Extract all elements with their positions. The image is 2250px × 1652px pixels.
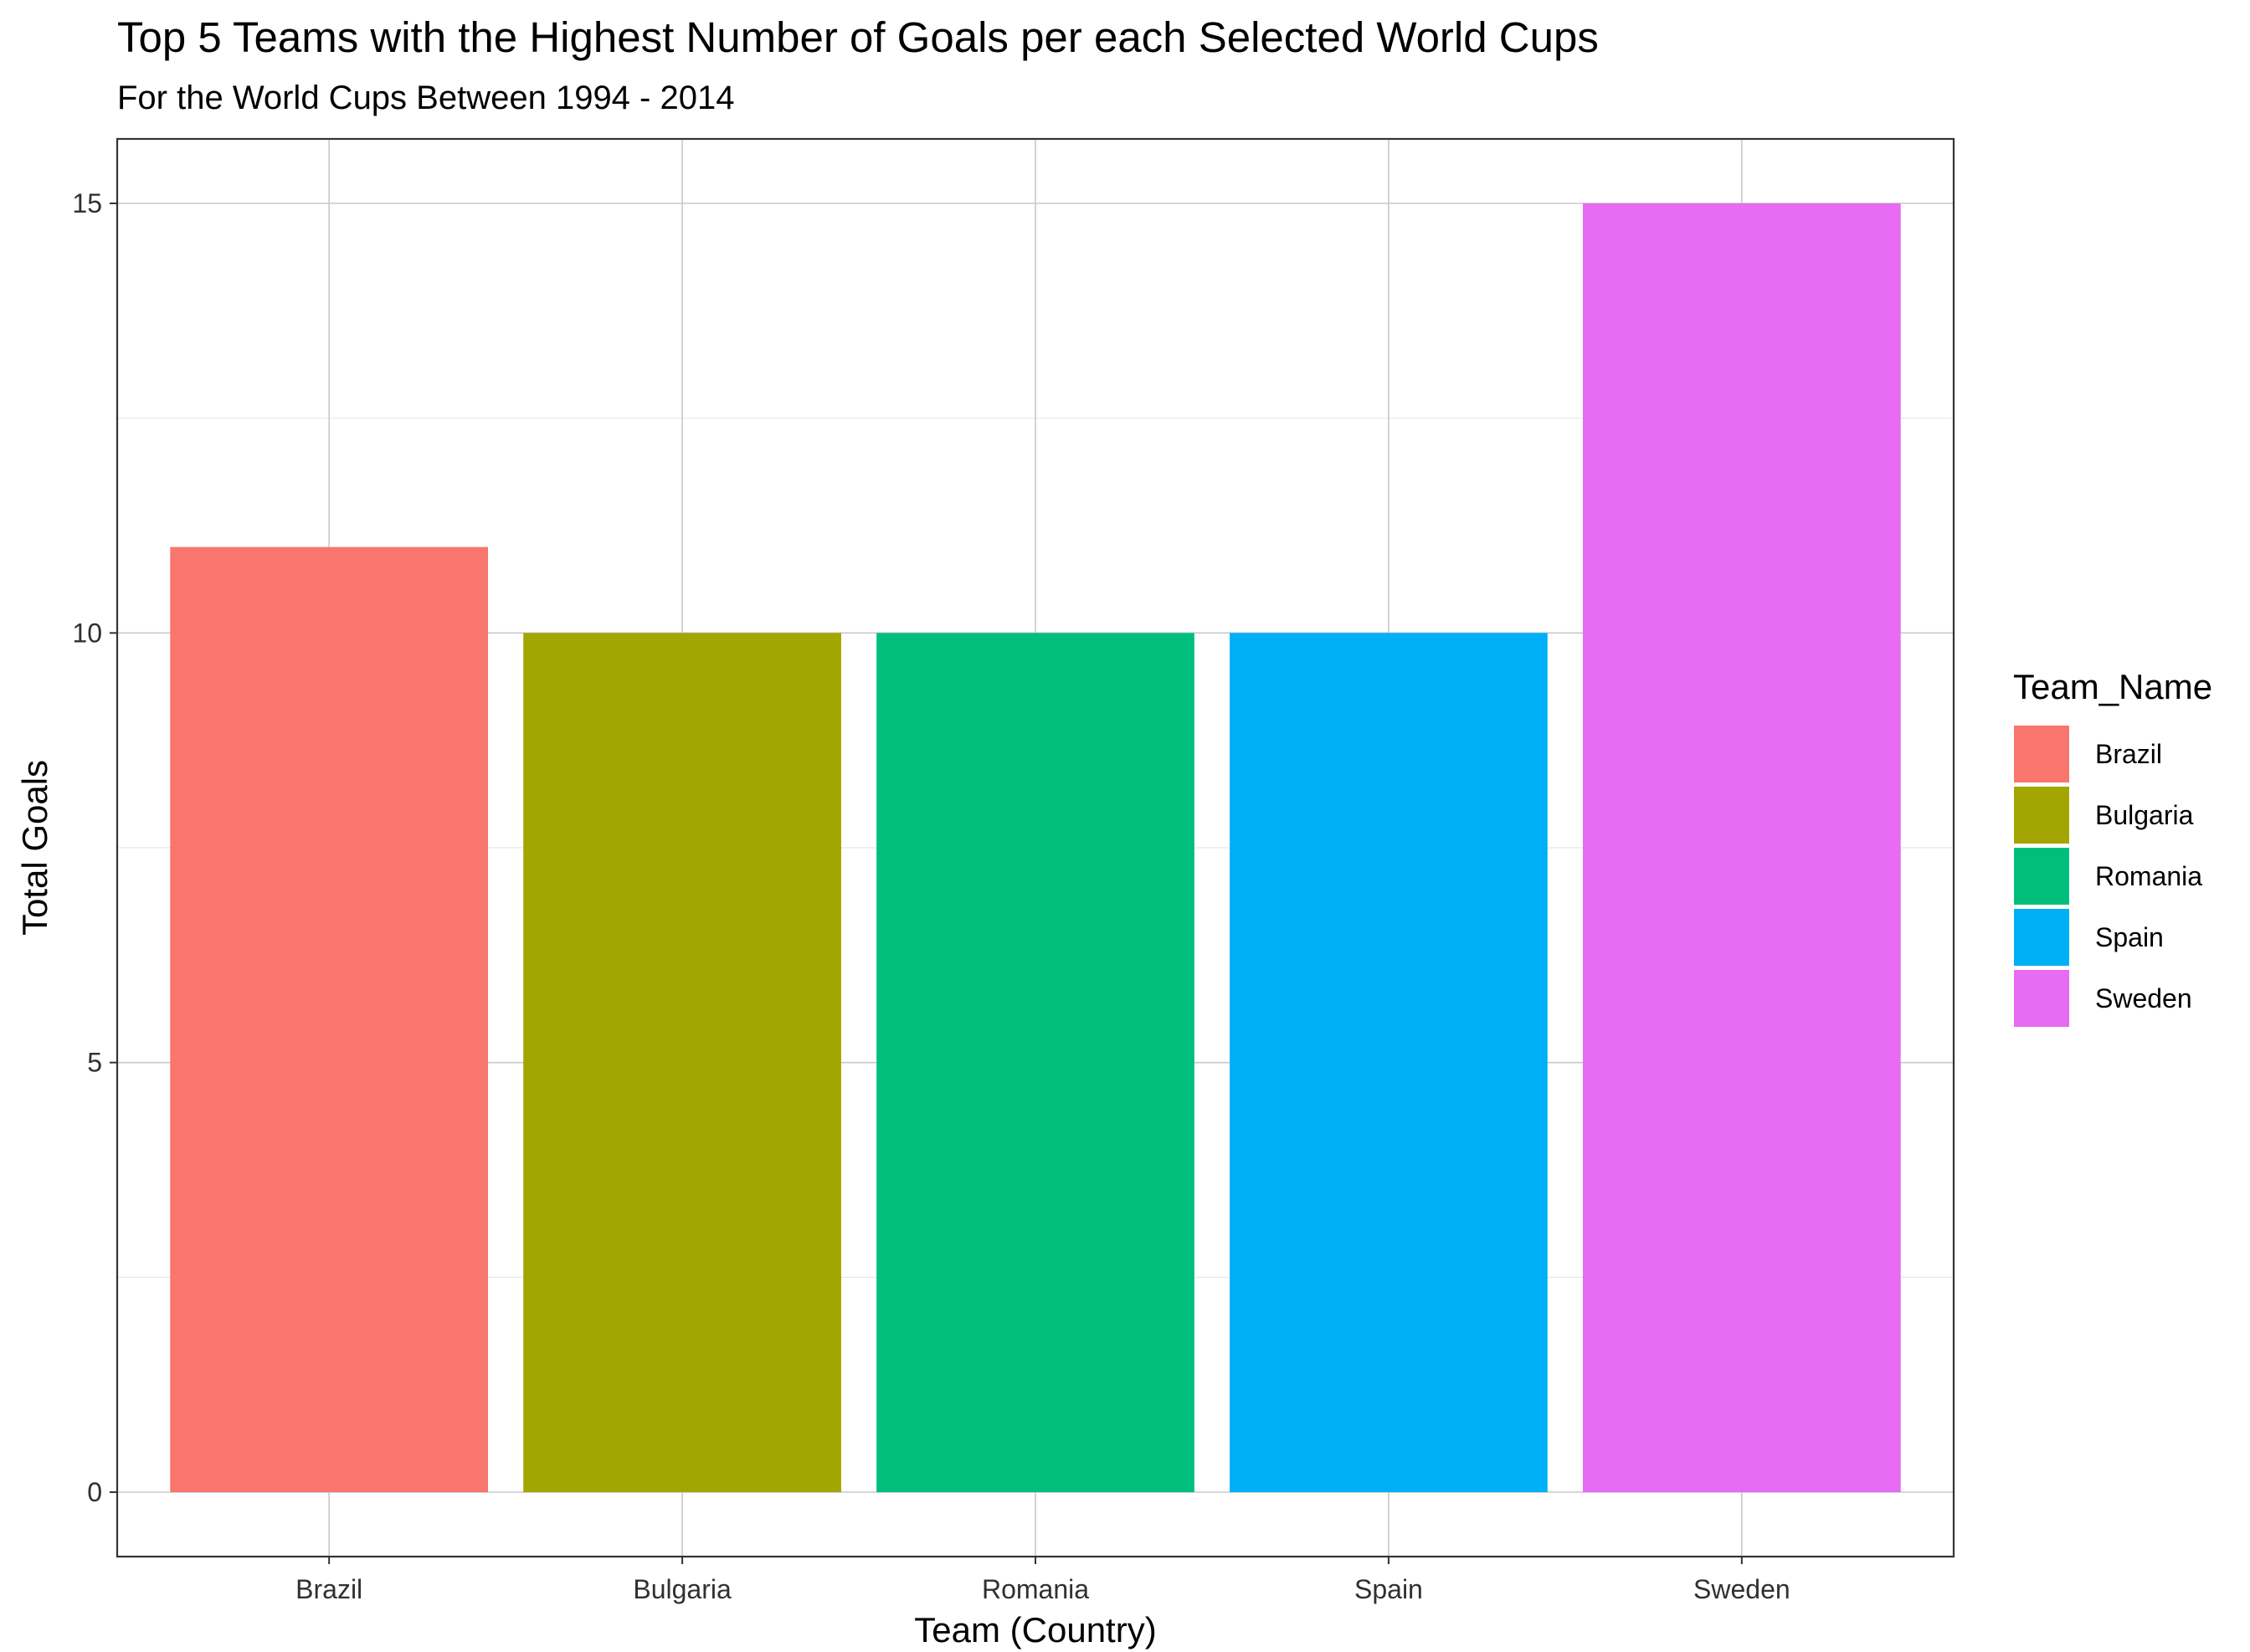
legend-title: Team_Name — [2013, 667, 2212, 706]
legend-key-bulgaria — [2012, 785, 2071, 845]
y-tick-label-0: 0 — [87, 1477, 102, 1507]
bar-romania — [876, 633, 1194, 1493]
y-tick-label-2: 10 — [72, 618, 102, 648]
bar-sweden — [1582, 203, 1901, 1492]
y-tick-label-3: 15 — [72, 188, 102, 218]
x-axis-title: Team (Country) — [914, 1610, 1156, 1649]
y-tick-label-1: 5 — [87, 1048, 102, 1078]
legend: Brazil Bulgaria Romania Spain Sweden — [2012, 724, 2202, 1029]
bar-brazil — [170, 546, 489, 1492]
y-axis-ticks: 0 5 10 15 — [72, 188, 117, 1507]
x-tick-label-spain: Spain — [1354, 1574, 1423, 1604]
legend-key-spain — [2012, 907, 2071, 967]
bars — [170, 203, 1901, 1493]
y-axis-title: Total Goals — [15, 760, 54, 936]
chart-subtitle: For the World Cups Between 1994 - 2014 — [117, 80, 734, 116]
bar-spain — [1230, 633, 1548, 1493]
legend-key-sweden — [2012, 968, 2071, 1029]
x-tick-label-romania: Romania — [982, 1574, 1089, 1604]
x-axis-ticks: Brazil Bulgaria Romania Spain Sweden — [295, 1557, 1790, 1604]
legend-key-romania — [2012, 846, 2071, 906]
legend-label-bulgaria: Bulgaria — [2095, 800, 2194, 830]
legend-key-brazil — [2012, 724, 2071, 784]
x-tick-label-bulgaria: Bulgaria — [633, 1574, 732, 1604]
legend-label-romania: Romania — [2095, 861, 2202, 891]
legend-label-brazil: Brazil — [2095, 739, 2162, 769]
bar-bulgaria — [523, 633, 841, 1493]
x-tick-label-sweden: Sweden — [1693, 1574, 1790, 1604]
legend-label-spain: Spain — [2095, 922, 2164, 952]
legend-label-sweden: Sweden — [2095, 983, 2192, 1013]
x-tick-label-brazil: Brazil — [295, 1574, 362, 1604]
chart-title: Top 5 Teams with the Highest Number of G… — [117, 13, 1599, 61]
